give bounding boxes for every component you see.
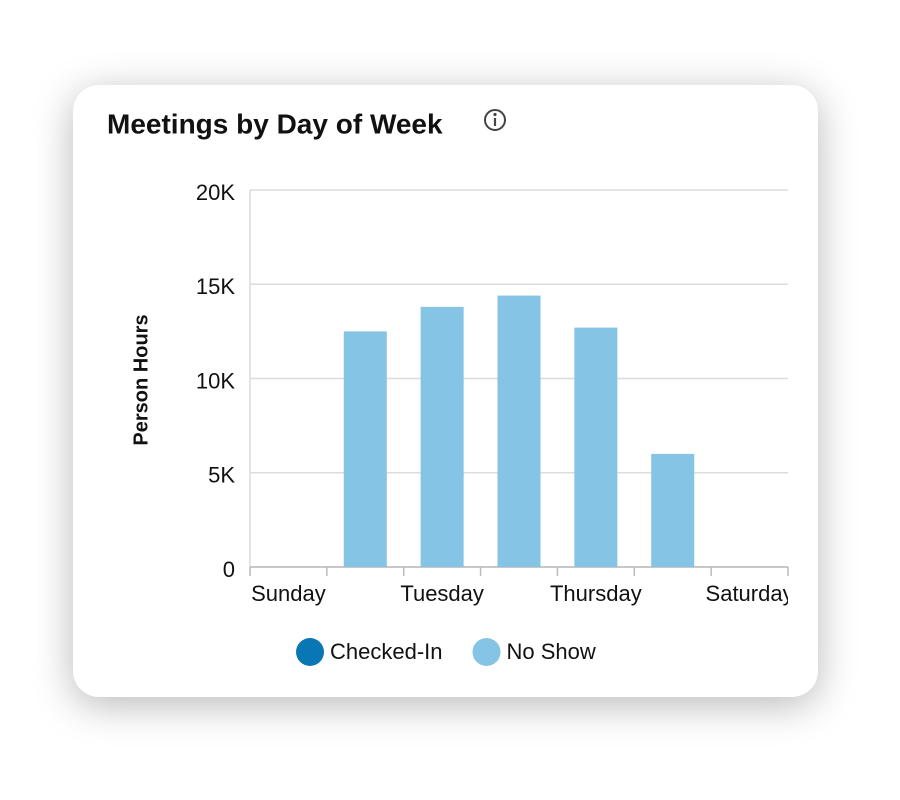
- legend-item[interactable]: No Show: [472, 638, 596, 666]
- bar: [574, 327, 618, 567]
- legend-label: No Show: [507, 639, 596, 664]
- y-tick-label: 20K: [196, 180, 235, 205]
- y-tick-label: 5K: [208, 463, 235, 488]
- bar: [420, 306, 464, 567]
- info-icon[interactable]: [484, 109, 506, 131]
- x-tick-label: Tuesday: [400, 581, 484, 606]
- legend-swatch: [296, 638, 324, 666]
- legend-item[interactable]: Checked-In: [296, 638, 443, 666]
- y-axis-label: Person Hours: [130, 314, 152, 445]
- legend-label: Checked-In: [330, 639, 443, 664]
- bar: [497, 295, 541, 567]
- chart-title: Meetings by Day of Week: [107, 108, 443, 139]
- y-tick-label: 10K: [196, 368, 235, 393]
- x-labels: Sunday Tuesday Thursday Saturday: [251, 581, 794, 606]
- x-tick-label: Saturday: [706, 581, 794, 606]
- bar: [651, 453, 695, 567]
- x-tick-label: Thursday: [550, 581, 642, 606]
- y-tick-label: 15K: [196, 274, 235, 299]
- y-tick-label: 0: [223, 557, 235, 582]
- x-tick-label: Sunday: [251, 581, 326, 606]
- bar: [343, 331, 387, 567]
- legend-swatch: [472, 638, 501, 666]
